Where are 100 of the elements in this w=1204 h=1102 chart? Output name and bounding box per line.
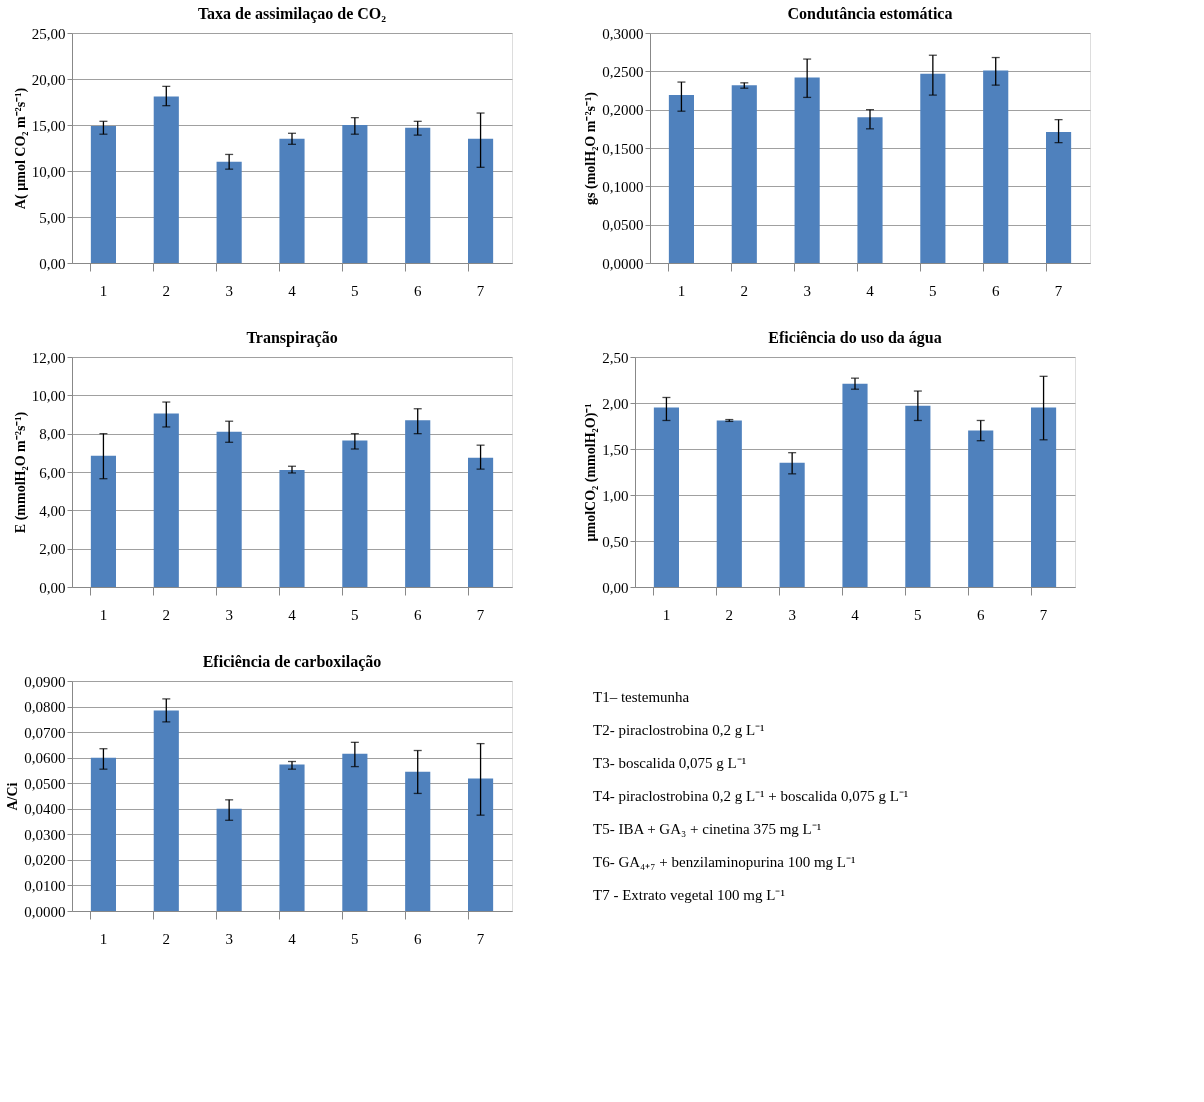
bar	[468, 457, 494, 587]
y-tick-label: 2,50	[602, 349, 629, 366]
x-tick-label: 7	[1054, 282, 1063, 299]
bar	[920, 73, 946, 263]
y-tick-label: 2,00	[39, 541, 66, 558]
x-tick-label: 2	[740, 282, 749, 299]
y-axis-title: A( µmol CO₂ m⁻²s⁻¹)	[12, 87, 29, 210]
bar	[405, 420, 431, 587]
x-tick-label: 4	[851, 606, 860, 623]
y-tick-label: 0,0300	[24, 826, 66, 843]
y-tick-label: 4,00	[39, 502, 66, 519]
y-tick-label: 12,00	[31, 349, 66, 366]
x-tick-label: 2	[162, 930, 171, 947]
bar	[983, 70, 1009, 263]
x-tick-label: 3	[788, 606, 796, 623]
y-tick-label: 0,00	[39, 579, 66, 596]
bar	[468, 138, 494, 263]
bar	[731, 85, 757, 263]
bar	[1046, 131, 1072, 263]
y-tick-label: 0,0000	[24, 903, 66, 920]
chart-title: Transpiração	[246, 329, 338, 347]
x-tick-label: 6	[413, 282, 422, 299]
text: T7 - Extrato vegetal 100 mg L⁻¹	[593, 886, 785, 903]
bar	[153, 413, 179, 587]
y-tick-label: 0,1500	[602, 140, 644, 157]
bar	[90, 757, 116, 911]
chart-title: Taxa de assimilaçao de CO₂	[197, 5, 387, 23]
y-tick-label: 8,00	[39, 426, 66, 443]
bar	[653, 407, 679, 587]
y-tick-label: 2,00	[602, 395, 629, 412]
x-tick-label: 4	[288, 606, 297, 623]
chart-title: Condutância estomática	[787, 5, 953, 22]
chart-title: Eficiência do uso da água	[768, 329, 942, 347]
y-axis-title: E (mmolH₂O m⁻²s⁻¹)	[12, 411, 29, 534]
bar	[90, 455, 116, 587]
bar	[716, 420, 742, 587]
y-tick-label: 0,3000	[602, 25, 644, 42]
y-tick-label: 0,0500	[602, 217, 644, 234]
x-tick-label: 2	[162, 606, 171, 623]
bar	[279, 138, 305, 263]
x-tick-label: 5	[351, 282, 359, 299]
y-tick-label: 1,00	[602, 487, 629, 504]
text: T4- piraclostrobina 0,2 g L⁻¹ + boscalida 0,075 g L⁻¹	[593, 788, 909, 804]
bar	[905, 405, 931, 587]
y-tick-label: 15,00	[31, 117, 66, 134]
x-tick-label: 1	[662, 606, 671, 623]
bar	[216, 431, 242, 587]
y-tick-label: 0,0800	[24, 699, 66, 716]
text: T3- boscalida 0,075 g L⁻¹	[593, 755, 747, 772]
bar	[794, 77, 820, 263]
bar	[342, 753, 368, 911]
chart-title: Eficiência de carboxilação	[202, 653, 382, 671]
y-tick-label: 0,1000	[602, 178, 644, 195]
text: T1– testemunha	[593, 689, 690, 706]
text: T5- IBA + GA₃ + cinetina 375 mg L⁻¹	[593, 820, 822, 837]
y-tick-label: 1,50	[602, 441, 629, 458]
bar	[279, 470, 305, 587]
y-tick-label: 20,00	[31, 71, 66, 88]
y-tick-label: 0,00	[602, 579, 629, 596]
x-tick-label: 7	[476, 930, 485, 947]
x-tick-label: 1	[677, 282, 686, 299]
y-tick-label: 0,0000	[602, 255, 644, 272]
y-axis-title: A/Ci	[5, 782, 21, 811]
bar	[405, 127, 431, 263]
y-tick-label: 0,0600	[24, 750, 66, 767]
y-tick-label: 0,0700	[24, 724, 66, 741]
x-tick-label: 6	[413, 930, 422, 947]
x-tick-label: 6	[991, 282, 1000, 299]
x-tick-label: 4	[866, 282, 875, 299]
x-tick-label: 6	[976, 606, 985, 623]
bar	[216, 161, 242, 263]
x-tick-label: 5	[914, 606, 922, 623]
y-tick-label: 0,2500	[602, 63, 644, 80]
y-tick-label: 0,0500	[24, 775, 66, 792]
y-tick-label: 6,00	[39, 464, 66, 481]
x-tick-label: 3	[225, 606, 233, 623]
text: T6- GA₄₊₇ + benzilaminopurina 100 mg L⁻¹	[593, 853, 856, 870]
bar	[1031, 407, 1057, 587]
bar	[779, 462, 805, 587]
y-tick-label: 0,50	[602, 533, 629, 550]
bar	[405, 771, 431, 911]
bar	[90, 125, 116, 263]
x-tick-label: 1	[99, 930, 108, 947]
x-tick-label: 7	[1039, 606, 1048, 623]
y-tick-label: 0,0900	[24, 673, 66, 690]
x-tick-label: 4	[288, 282, 297, 299]
bar	[842, 383, 868, 587]
bar	[342, 125, 368, 263]
x-tick-label: 3	[225, 930, 233, 947]
y-tick-label: 0,0200	[24, 852, 66, 869]
x-tick-label: 6	[413, 606, 422, 623]
y-tick-label: 0,0400	[24, 801, 66, 818]
x-tick-label: 1	[99, 606, 108, 623]
bar	[968, 430, 994, 587]
x-tick-label: 4	[288, 930, 297, 947]
bar	[857, 117, 883, 263]
bar	[153, 710, 179, 911]
bar	[342, 440, 368, 587]
x-tick-label: 2	[725, 606, 734, 623]
x-tick-label: 3	[803, 282, 811, 299]
